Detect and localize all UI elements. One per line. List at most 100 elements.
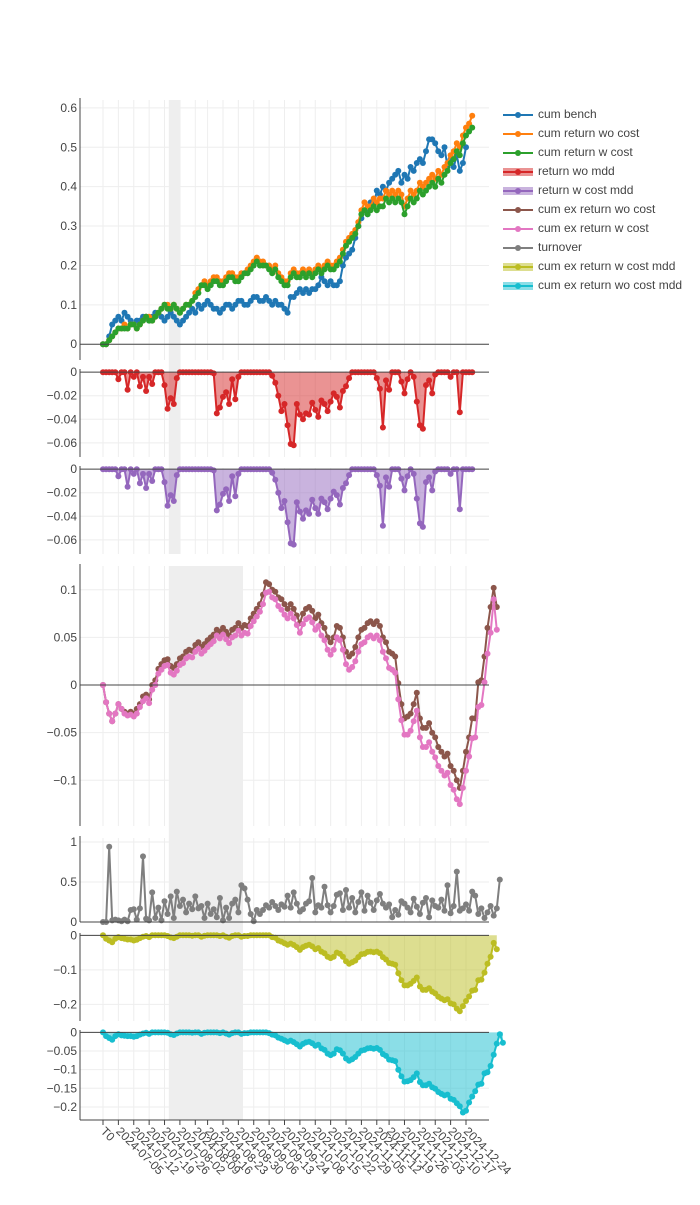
data-point — [493, 946, 500, 953]
data-point — [404, 175, 411, 182]
data-point — [164, 911, 171, 917]
data-point — [456, 152, 463, 159]
data-point — [226, 915, 233, 921]
legend-swatch-marker — [515, 264, 521, 270]
data-point — [373, 897, 380, 904]
data-point — [272, 588, 279, 595]
series-lines-layer — [100, 112, 506, 1116]
legend-item[interactable]: cum bench — [503, 106, 698, 125]
data-point — [330, 646, 337, 653]
data-point — [444, 996, 451, 1003]
legend-swatch — [503, 187, 533, 195]
data-point — [336, 404, 343, 411]
legend-swatch-marker — [515, 112, 521, 118]
data-point — [404, 473, 411, 480]
data-point — [386, 901, 393, 908]
data-point — [456, 1103, 463, 1110]
data-point — [349, 895, 356, 901]
data-point — [173, 472, 180, 479]
y-tick-label: −0.06 — [47, 436, 78, 450]
data-point — [290, 605, 297, 612]
data-point — [284, 519, 291, 526]
data-point — [398, 378, 405, 385]
data-point — [192, 309, 199, 316]
data-point — [429, 390, 436, 397]
data-point — [429, 487, 436, 494]
data-point — [275, 392, 282, 399]
data-point — [432, 183, 439, 190]
data-point — [327, 651, 334, 658]
data-point — [386, 483, 393, 490]
data-point — [324, 408, 331, 415]
data-point — [336, 258, 343, 265]
data-point — [404, 203, 411, 210]
data-point — [176, 903, 183, 909]
data-point — [232, 493, 239, 500]
data-point — [143, 388, 150, 394]
legend-swatch — [503, 263, 533, 271]
data-point — [419, 523, 426, 530]
data-point — [281, 401, 288, 407]
data-point — [336, 890, 343, 897]
data-point — [204, 900, 211, 907]
legend-swatch — [503, 112, 533, 118]
data-point — [463, 1107, 469, 1114]
data-point — [352, 644, 359, 650]
legend-item[interactable]: cum return w cost — [503, 144, 698, 163]
data-point — [309, 496, 316, 503]
data-point — [426, 377, 433, 384]
data-point — [349, 650, 356, 657]
legend-swatch — [503, 245, 533, 251]
data-point — [173, 375, 180, 382]
data-point — [118, 705, 125, 712]
data-point — [321, 401, 328, 407]
data-point — [210, 638, 217, 645]
data-point — [481, 679, 488, 686]
data-point — [478, 1080, 485, 1087]
data-point — [339, 388, 346, 394]
data-point — [447, 910, 454, 917]
data-point — [164, 405, 171, 412]
legend-label: cum ex return wo cost mdd — [538, 278, 683, 292]
legend-item[interactable]: cum ex return w cost — [503, 220, 698, 239]
data-point — [140, 470, 146, 477]
data-point — [223, 904, 230, 911]
data-point — [472, 986, 479, 993]
data-point — [398, 475, 405, 482]
area-fill-layer — [103, 372, 503, 1113]
data-point — [423, 382, 429, 389]
data-point — [170, 915, 177, 921]
data-point — [484, 1069, 491, 1076]
legend-item[interactable]: cum ex return w cost mdd — [503, 258, 698, 277]
data-point — [149, 889, 156, 896]
legend-item[interactable]: turnover — [503, 239, 698, 258]
data-point — [459, 1003, 466, 1010]
data-point — [235, 627, 242, 634]
data-point — [201, 915, 208, 921]
data-point — [220, 393, 226, 400]
data-point — [432, 140, 439, 147]
data-point — [109, 718, 116, 725]
legend-label: turnover — [538, 240, 583, 254]
legend-item[interactable]: cum ex return wo cost — [503, 201, 698, 220]
data-point — [484, 909, 491, 916]
data-point — [272, 596, 279, 603]
legend-item[interactable]: cum return wo cost — [503, 125, 698, 144]
data-point — [318, 904, 325, 911]
data-point — [207, 911, 214, 917]
data-point — [493, 626, 500, 633]
data-point — [106, 710, 113, 717]
y-tick-label: 0 — [70, 915, 77, 929]
legend-item[interactable]: return wo mdd — [503, 163, 698, 182]
data-point — [478, 905, 485, 912]
data-point — [487, 903, 494, 909]
data-point — [241, 885, 248, 892]
data-point — [189, 654, 196, 661]
legend-item[interactable]: cum ex return wo cost mdd — [503, 277, 698, 296]
data-point — [410, 373, 417, 380]
data-point — [306, 510, 313, 517]
legend-item[interactable]: return w cost mdd — [503, 182, 698, 201]
data-point — [284, 892, 291, 899]
data-point — [423, 744, 429, 750]
